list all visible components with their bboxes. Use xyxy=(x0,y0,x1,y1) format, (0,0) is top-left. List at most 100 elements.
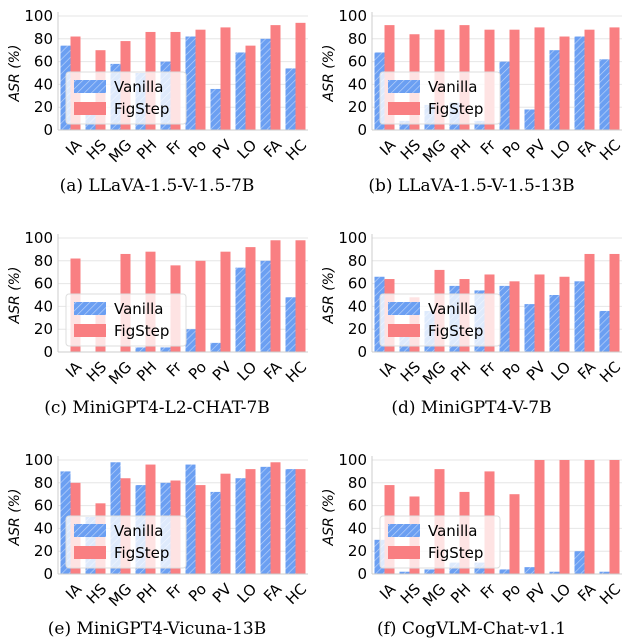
bar-hatch xyxy=(235,267,246,352)
x-tick-label: Po xyxy=(499,358,524,383)
y-tick-label: 100 xyxy=(24,229,53,247)
y-tick-label: 100 xyxy=(338,451,367,469)
x-tick-label: Fr xyxy=(477,579,500,602)
x-tick-label: PH xyxy=(133,358,160,385)
x-tick-label: HS xyxy=(397,358,424,385)
y-tick-label: 80 xyxy=(34,30,53,48)
chart-panel-d: 0 20 40 60 80 100 ASR (%) IA HS MG PH Fr Po PV LO FA HC V… xyxy=(314,222,629,436)
bar-hatch xyxy=(399,120,410,130)
x-tick-label: LO xyxy=(548,580,575,607)
bar-hatch xyxy=(474,120,485,130)
bar-figstep-lo xyxy=(245,469,256,574)
bar-figstep-pv xyxy=(220,473,231,574)
x-tick-label: HS xyxy=(83,136,110,163)
bar-hatch xyxy=(210,342,221,352)
bar-figstep-po xyxy=(195,29,206,130)
x-tick-label: PV xyxy=(209,358,236,385)
y-tick-label: 100 xyxy=(338,7,367,25)
y-tick-label: 60 xyxy=(348,53,367,71)
bar-figstep-po xyxy=(509,281,520,352)
bar-figstep-lo xyxy=(245,247,256,352)
x-tick-label: Po xyxy=(185,580,210,605)
bar-hatch xyxy=(210,88,221,130)
bar-figstep-hc xyxy=(609,27,620,130)
y-tick-label: 100 xyxy=(338,229,367,247)
legend-label-vanilla: Vanilla xyxy=(428,300,478,318)
bar-figstep-pv xyxy=(534,274,545,352)
y-tick-label: 40 xyxy=(348,297,367,315)
legend-swatch-hatch xyxy=(388,302,420,315)
x-tick-label: FA xyxy=(574,580,600,606)
bar-hatch xyxy=(235,478,246,574)
bar-figstep-hc xyxy=(295,469,306,574)
y-axis-label: ASR (%) xyxy=(321,45,337,103)
bar-hatch xyxy=(210,491,221,574)
chart-caption-b: (b) LLaVA-1.5-V-1.5-13B xyxy=(368,176,575,196)
chart-caption-e: (e) MiniGPT4-Vicuna-13B xyxy=(47,619,267,639)
chart-caption-d: (d) MiniGPT4-V-7B xyxy=(391,398,552,418)
bar-figstep-pv xyxy=(534,27,545,130)
x-tick-label: Fr xyxy=(163,579,186,602)
y-tick-label: 80 xyxy=(34,252,53,270)
bar-hatch xyxy=(499,61,510,130)
bar-hatch xyxy=(524,567,535,574)
legend-label-figstep: FigStep xyxy=(114,100,169,118)
bar-figstep-lo xyxy=(245,45,256,130)
bar-figstep-hc xyxy=(295,22,306,131)
y-tick-label: 40 xyxy=(34,75,53,93)
bar-figstep-fa xyxy=(270,25,281,130)
bar-figstep-pv xyxy=(534,460,545,574)
bar-figstep-lo xyxy=(559,36,570,130)
x-tick-label: Fr xyxy=(477,357,500,380)
legend-label-figstep: FigStep xyxy=(114,322,169,340)
y-tick-label: 20 xyxy=(34,98,53,116)
y-axis-label: ASR (%) xyxy=(7,45,23,103)
x-tick-label: IA xyxy=(62,136,86,160)
y-axis-label: ASR (%) xyxy=(7,267,23,325)
y-tick-label: 20 xyxy=(348,98,367,116)
y-tick-label: 0 xyxy=(43,343,53,361)
x-tick-label: PV xyxy=(523,136,550,163)
y-tick-label: 0 xyxy=(357,121,367,139)
y-tick-label: 20 xyxy=(348,320,367,338)
x-tick-label: Po xyxy=(185,358,210,383)
legend-label-vanilla: Vanilla xyxy=(428,522,478,540)
legend-swatch-figstep xyxy=(388,324,420,337)
chart-panel-e: 0 20 40 60 80 100 ASR (%) IA HS MG PH Fr Po PV LO FA HC V… xyxy=(0,444,314,642)
y-tick-label: 80 xyxy=(348,30,367,48)
bar-figstep-po xyxy=(509,494,520,574)
y-tick-label: 100 xyxy=(24,7,53,25)
x-tick-label: HC xyxy=(282,136,310,164)
x-tick-label: HC xyxy=(282,358,310,386)
bar-figstep-pv xyxy=(220,251,231,352)
y-tick-label: 100 xyxy=(24,451,53,469)
legend-label-vanilla: Vanilla xyxy=(428,78,478,96)
chart-panel-a: 0 20 40 60 80 100 ASR (%) IA HS MG PH Fr Po PV LO FA HC V… xyxy=(0,0,314,214)
y-tick-label: 80 xyxy=(34,474,53,492)
legend-label-figstep: FigStep xyxy=(428,100,483,118)
x-tick-label: PH xyxy=(447,580,474,607)
chart-caption-c: (c) MiniGPT4-L2-CHAT-7B xyxy=(44,398,270,418)
bar-hatch xyxy=(285,297,296,352)
y-tick-label: 40 xyxy=(34,297,53,315)
bar-figstep-po xyxy=(509,29,520,130)
legend-swatch-hatch xyxy=(74,524,106,537)
bar-hatch xyxy=(524,304,535,352)
legend-swatch-hatch xyxy=(388,80,420,93)
legend-swatch-hatch xyxy=(74,302,106,315)
bar-hatch xyxy=(185,329,196,352)
x-tick-label: PH xyxy=(447,358,474,385)
x-tick-label: HS xyxy=(83,358,110,385)
x-tick-label: HC xyxy=(596,136,624,164)
bar-hatch xyxy=(549,295,560,352)
bar-hatch xyxy=(499,569,510,574)
y-tick-label: 40 xyxy=(348,75,367,93)
bar-figstep-po xyxy=(195,485,206,574)
x-tick-label: LO xyxy=(548,358,575,385)
y-axis-label: ASR (%) xyxy=(321,267,337,325)
x-tick-label: FA xyxy=(260,358,286,384)
x-tick-label: MG xyxy=(419,580,449,610)
